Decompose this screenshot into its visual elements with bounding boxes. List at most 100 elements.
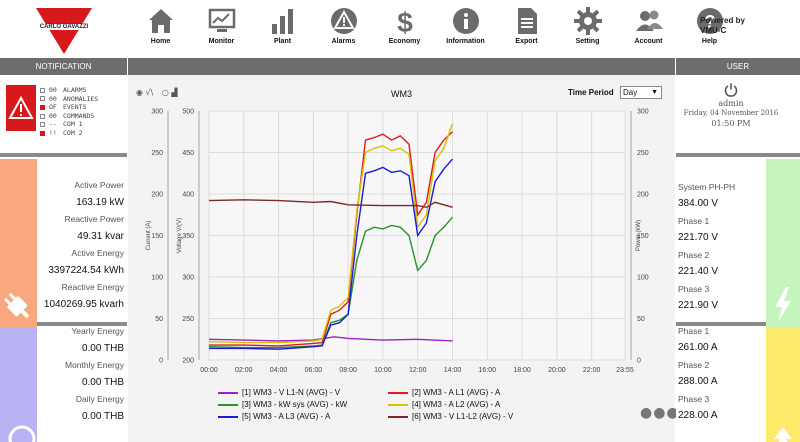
nav-monitor[interactable]: Monitor xyxy=(191,4,252,58)
reading-phase-3: Phase 3 228.00 A xyxy=(676,394,766,421)
nav-label: Information xyxy=(446,38,485,45)
legend-item[interactable]: [5] WM3 - A L3 (AVG) - A xyxy=(218,412,330,421)
area-chart-radio[interactable]: ○ ▟ xyxy=(161,88,178,97)
status-value: OF xyxy=(49,103,57,112)
header: CARLO GAVAZZI Home Monitor Plant Alarms $ Eco… xyxy=(0,0,800,58)
x-tick-label: 20:00 xyxy=(548,367,566,374)
legend-item[interactable]: [6] WM3 - V L1-L2 (AVG) - V xyxy=(388,412,513,421)
status-value: 00 xyxy=(49,86,57,94)
metric-label: Monthly Energy xyxy=(64,360,124,370)
nav-home[interactable]: Home xyxy=(130,4,191,58)
time-period-select[interactable]: Day ▼ xyxy=(620,86,662,99)
legend-swatch xyxy=(218,403,238,406)
metric-value: 3397224.54 kWh xyxy=(48,265,124,276)
reading-label: Phase 3 xyxy=(678,394,710,404)
current-tick-label: 300 xyxy=(151,109,163,116)
reading-label: Phase 3 xyxy=(678,284,710,294)
power-tick-label: 300 xyxy=(637,109,649,116)
legend-item[interactable]: [2] WM3 - A L1 (AVG) - A xyxy=(388,388,500,397)
logo-text: CARLO GAVAZZI xyxy=(30,24,98,30)
status-row-alarms[interactable]: 00 ALARMS xyxy=(40,86,98,95)
power-icon[interactable] xyxy=(724,83,738,97)
nav-help[interactable]: ? Help xyxy=(679,4,740,58)
status-row-anomalies[interactable]: 00 ANOMALIES xyxy=(40,95,98,104)
left-separator xyxy=(0,153,127,157)
legend-item[interactable]: [3] WM3 - kW sys (AVG) - kW xyxy=(218,400,347,409)
power-tick-label: 0 xyxy=(637,358,641,365)
svg-text:$: $ xyxy=(397,7,413,36)
metric-label: Active Power xyxy=(74,180,124,190)
metric-value: 49.31 kvar xyxy=(77,231,124,242)
warning-icon xyxy=(313,6,374,36)
metric-value: 1040269.95 kvarh xyxy=(43,299,124,310)
nav-alarms[interactable]: Alarms xyxy=(313,4,374,58)
lightning-icon xyxy=(775,287,791,322)
powered-by-line2: VMU-C xyxy=(700,26,727,35)
status-indicator xyxy=(40,96,45,102)
x-tick-label: 10:00 xyxy=(374,367,392,374)
status-label: COM 2 xyxy=(63,128,83,137)
current-tick-label: 250 xyxy=(151,150,163,157)
x-tick-label: 16:00 xyxy=(479,367,497,374)
svg-text:?: ? xyxy=(704,12,715,32)
info-icon xyxy=(435,6,496,36)
nav-plant[interactable]: Plant xyxy=(252,4,313,58)
time-period-label: Time Period xyxy=(568,88,614,97)
status-row-com-2[interactable]: !! COM 2 xyxy=(40,129,98,138)
x-tick-label: 04:00 xyxy=(270,367,288,374)
nav-label: Plant xyxy=(273,38,292,45)
voltage-tick-label: 450 xyxy=(182,150,194,157)
legend-label: [5] WM3 - A L3 (AVG) - A xyxy=(242,412,331,421)
metric-active-power: Active Power 163.19 kW xyxy=(37,180,127,208)
gear-icon xyxy=(557,6,618,36)
reading-phase-2: Phase 2 221.40 V xyxy=(676,250,766,277)
legend-item[interactable]: [1] WM3 - V L1-N (AVG) - V xyxy=(218,388,340,397)
nav-label: Home xyxy=(150,38,171,45)
notification-title: NOTIFICATION xyxy=(0,58,127,75)
metric-label: Active Energy xyxy=(71,248,124,258)
nav-account[interactable]: Account xyxy=(618,4,679,58)
legend-swatch xyxy=(218,391,238,394)
voltage-tick-label: 350 xyxy=(182,233,194,240)
legend-swatch xyxy=(218,415,238,418)
chart-type-options[interactable]: ◉ √\ ○ ▟ xyxy=(136,88,178,97)
user-name: admin xyxy=(718,99,744,108)
current-time: 01:50 PM xyxy=(711,119,751,128)
voltage-tick-label: 300 xyxy=(182,275,194,282)
reading-phase-1: Phase 1 221.70 V xyxy=(676,216,766,243)
current-tick-label: 50 xyxy=(155,316,163,323)
right-metrics-separator xyxy=(676,322,766,326)
nav-label: Alarms xyxy=(331,38,356,45)
voltage-strip xyxy=(766,159,800,327)
nav-export[interactable]: Export xyxy=(496,4,557,58)
more-options-icon[interactable]: ●●● xyxy=(640,405,680,421)
line-chart-radio[interactable]: ◉ √\ xyxy=(136,88,154,97)
main-nav: Home Monitor Plant Alarms $ Economy Informatio… xyxy=(130,4,740,58)
current-axis-label: Current (A) xyxy=(146,221,152,251)
reading-label: Phase 1 xyxy=(678,326,710,336)
metric-reactive-energy: Reactive Energy 1040269.95 kvarh xyxy=(37,282,127,310)
line-chart: 00:00 02:00 04:00 06:00 08:00 10:00 12:00 14:00… xyxy=(146,109,649,375)
x-tick-label: 08:00 xyxy=(339,367,357,374)
status-row-events[interactable]: OF EVENTS xyxy=(40,103,98,112)
status-value: 00 xyxy=(49,111,57,120)
status-indicator xyxy=(40,104,45,110)
chart-panel: ◉ √\ ○ ▟ WM3 Time Period Day ▼ 00:00 02:0… xyxy=(128,75,679,442)
power-axis-label: Power (kW) xyxy=(636,220,642,251)
status-row-commands[interactable]: 00 COMMANDS xyxy=(40,112,98,121)
legend-label: [2] WM3 - A L1 (AVG) - A xyxy=(412,388,501,397)
nav-economy[interactable]: $ Economy xyxy=(374,4,435,58)
nav-information[interactable]: Information xyxy=(435,4,496,58)
metric-value: 0.00 THB xyxy=(81,343,124,354)
metric-label: Yearly Energy xyxy=(71,326,124,336)
power-tick-label: 100 xyxy=(637,275,649,282)
status-row-com-1[interactable]: -- COM 1 xyxy=(40,120,98,129)
status-value: !! xyxy=(49,128,57,137)
power-tick-label: 150 xyxy=(637,233,649,240)
nav-label: Setting xyxy=(575,38,600,45)
current-tick-label: 100 xyxy=(151,275,163,282)
series-line-4 xyxy=(208,123,454,344)
legend-item[interactable]: [4] WM3 - A L2 (AVG) - A xyxy=(388,400,500,409)
nav-setting[interactable]: Setting xyxy=(557,4,618,58)
alarm-status-box[interactable] xyxy=(6,85,36,131)
